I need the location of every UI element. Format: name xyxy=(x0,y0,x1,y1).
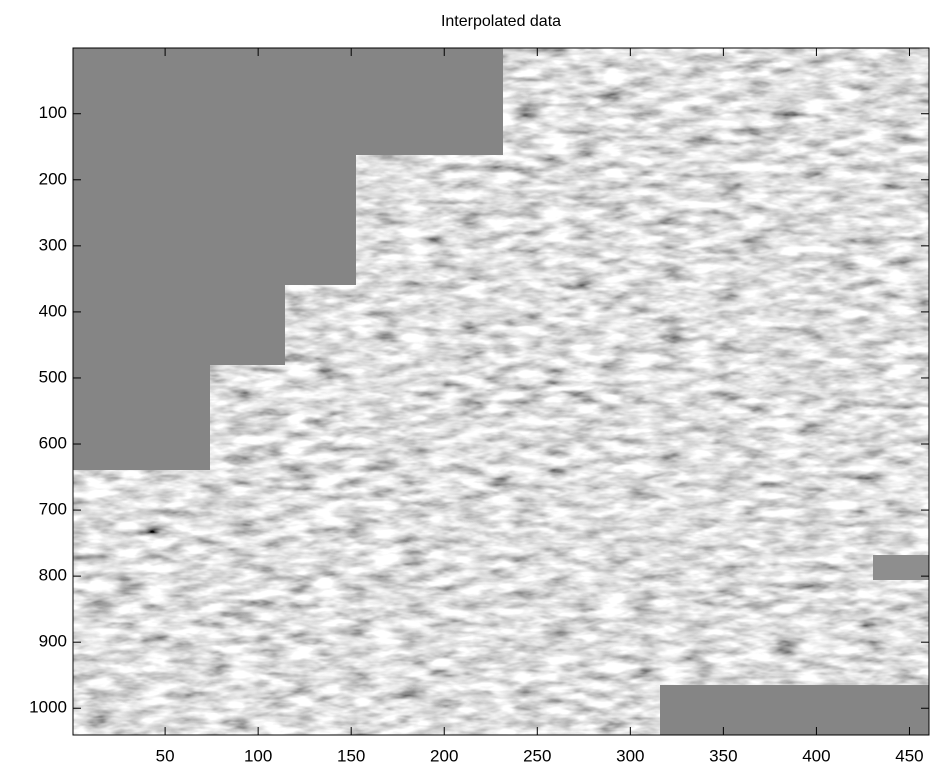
empty-region xyxy=(73,48,503,470)
x-tick-label: 50 xyxy=(156,746,175,765)
x-tick-label: 400 xyxy=(802,746,830,765)
x-tick-label: 250 xyxy=(523,746,551,765)
x-tick-label: 300 xyxy=(616,746,644,765)
y-tick-label: 300 xyxy=(39,235,67,254)
y-tick-label: 400 xyxy=(39,301,67,320)
x-tick-label: 450 xyxy=(895,746,923,765)
chart-title: Interpolated data xyxy=(441,13,561,30)
x-tick-label: 200 xyxy=(430,746,458,765)
y-tick-label: 700 xyxy=(39,500,67,519)
y-tick-label: 100 xyxy=(39,103,67,122)
axes-box xyxy=(72,47,930,736)
x-tick-label: 150 xyxy=(337,746,365,765)
x-tick-label: 350 xyxy=(709,746,737,765)
y-tick-label: 600 xyxy=(39,434,67,453)
y-tick-label: 900 xyxy=(39,632,67,651)
empty-region xyxy=(660,685,929,735)
y-tick-label: 800 xyxy=(39,566,67,585)
y-tick-label: 200 xyxy=(39,169,67,188)
y-tick-label: 1000 xyxy=(29,698,67,717)
y-tick-label: 500 xyxy=(39,367,67,386)
x-tick-label: 100 xyxy=(244,746,272,765)
heatmap-image xyxy=(73,48,929,735)
empty-region xyxy=(873,555,929,580)
